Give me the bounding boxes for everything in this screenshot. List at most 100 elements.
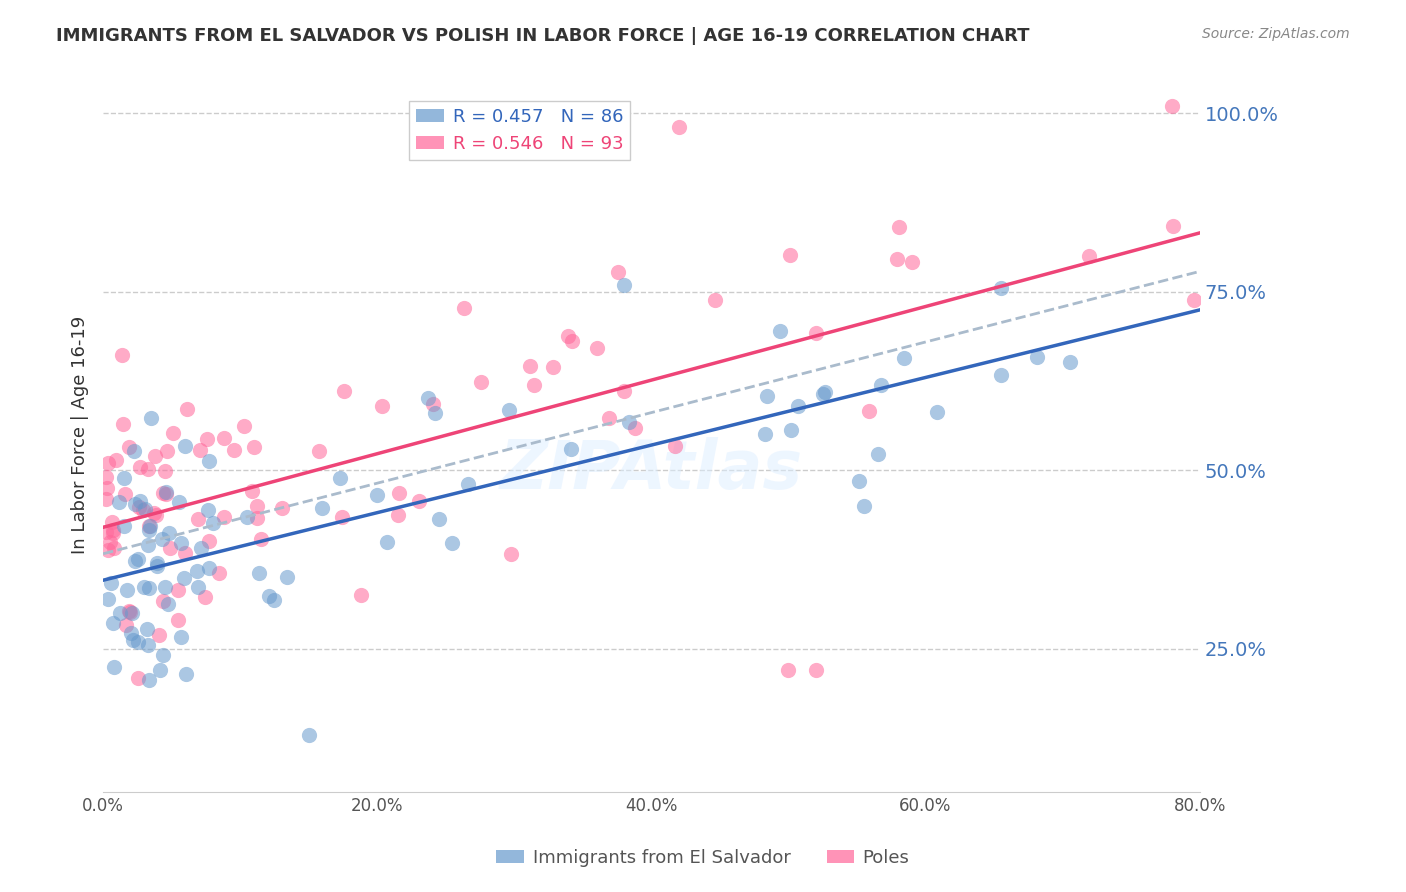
Immigrants from El Salvador (377, 535, 399, 549)
Immigrants from El Salvador (498, 402, 520, 417)
Poles (174, 546, 197, 560)
Poles (166, 582, 188, 597)
Immigrants from El Salvador (187, 580, 209, 594)
Poles (1161, 99, 1184, 113)
Poles (96, 525, 118, 540)
Poles (703, 293, 725, 307)
Poles (96, 481, 118, 495)
Poles (198, 533, 221, 548)
Poles (127, 671, 149, 685)
Text: IMMIGRANTS FROM EL SALVADOR VS POLISH IN LABOR FORCE | AGE 16-19 CORRELATION CHA: IMMIGRANTS FROM EL SALVADOR VS POLISH IN… (56, 27, 1029, 45)
Immigrants from El Salvador (779, 423, 801, 437)
Poles (557, 329, 579, 343)
Poles (155, 487, 177, 501)
Immigrants from El Salvador (174, 439, 197, 453)
Poles (98, 535, 121, 549)
Immigrants from El Salvador (139, 518, 162, 533)
Immigrants from El Salvador (155, 484, 177, 499)
Poles (214, 510, 236, 524)
Immigrants from El Salvador (848, 474, 870, 488)
Immigrants from El Salvador (366, 488, 388, 502)
Immigrants from El Salvador (429, 512, 451, 526)
Poles (101, 515, 124, 529)
Immigrants from El Salvador (122, 444, 145, 458)
Poles (101, 523, 124, 537)
Immigrants from El Salvador (115, 582, 138, 597)
Poles (271, 500, 294, 515)
Immigrants from El Salvador (852, 500, 875, 514)
Immigrants from El Salvador (811, 387, 834, 401)
Immigrants from El Salvador (925, 405, 948, 419)
Immigrants from El Salvador (122, 632, 145, 647)
Poles (118, 605, 141, 619)
Immigrants from El Salvador (1025, 351, 1047, 365)
Immigrants from El Salvador (786, 400, 808, 414)
Poles (664, 439, 686, 453)
Immigrants from El Salvador (152, 648, 174, 662)
Immigrants from El Salvador (990, 368, 1012, 382)
Poles (103, 541, 125, 555)
Poles (118, 441, 141, 455)
Poles (97, 543, 120, 558)
Poles (176, 401, 198, 416)
Poles (111, 347, 134, 361)
Poles (243, 440, 266, 454)
Immigrants from El Salvador (457, 477, 479, 491)
Immigrants from El Salvador (127, 634, 149, 648)
Poles (129, 460, 152, 475)
Immigrants from El Salvador (263, 593, 285, 607)
Poles (308, 444, 330, 458)
Poles (162, 425, 184, 440)
Poles (187, 512, 209, 526)
Immigrants from El Salvador (120, 626, 142, 640)
Immigrants from El Salvador (190, 541, 212, 555)
Immigrants from El Salvador (893, 351, 915, 365)
Poles (138, 519, 160, 533)
Immigrants from El Salvador (617, 416, 640, 430)
Immigrants from El Salvador (138, 523, 160, 537)
Poles (886, 252, 908, 266)
Poles (167, 614, 190, 628)
Poles (128, 500, 150, 514)
Immigrants from El Salvador (138, 673, 160, 687)
Immigrants from El Salvador (132, 580, 155, 594)
Poles (118, 604, 141, 618)
Immigrants from El Salvador (236, 509, 259, 524)
Poles (804, 663, 827, 677)
Poles (1182, 293, 1205, 308)
Immigrants from El Salvador (1059, 355, 1081, 369)
Immigrants from El Salvador (156, 597, 179, 611)
Immigrants from El Salvador (174, 666, 197, 681)
Immigrants from El Salvador (139, 410, 162, 425)
Immigrants from El Salvador (173, 570, 195, 584)
Poles (114, 618, 136, 632)
Y-axis label: In Labor Force | Age 16-19: In Labor Force | Age 16-19 (72, 316, 89, 554)
Immigrants from El Salvador (329, 471, 352, 485)
Poles (422, 397, 444, 411)
Poles (543, 359, 565, 374)
Immigrants from El Salvador (298, 727, 321, 741)
Poles (224, 442, 246, 457)
Poles (212, 431, 235, 445)
Poles (408, 494, 430, 508)
Immigrants from El Salvador (311, 500, 333, 515)
Immigrants from El Salvador (869, 378, 891, 392)
Poles (94, 470, 117, 484)
Poles (195, 432, 218, 446)
Poles (111, 417, 134, 431)
Immigrants from El Salvador (149, 664, 172, 678)
Poles (624, 421, 647, 435)
Poles (152, 594, 174, 608)
Immigrants from El Salvador (108, 495, 131, 509)
Immigrants from El Salvador (157, 526, 180, 541)
Immigrants from El Salvador (613, 277, 636, 292)
Poles (332, 384, 354, 399)
Poles (232, 418, 254, 433)
Poles (207, 566, 229, 580)
Immigrants from El Salvador (136, 622, 159, 636)
Poles (250, 532, 273, 546)
Poles (104, 453, 127, 467)
Immigrants from El Salvador (138, 538, 160, 552)
Immigrants from El Salvador (560, 442, 582, 456)
Poles (1078, 249, 1101, 263)
